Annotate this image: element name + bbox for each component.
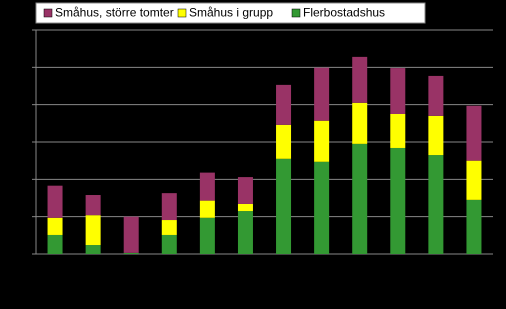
- legend-label: Flerbostadshus: [303, 6, 385, 20]
- bar-segment: [47, 234, 63, 254]
- legend-swatch: [177, 8, 187, 18]
- bar-segment: [237, 203, 253, 212]
- bar-segment: [123, 216, 139, 253]
- bar-segment: [466, 199, 482, 254]
- legend-label: Småhus, större tomter: [55, 6, 174, 20]
- bar-segment: [314, 67, 330, 121]
- bar-segment: [390, 68, 406, 114]
- bar-segment: [199, 200, 215, 218]
- bar-segment: [237, 177, 253, 204]
- legend-box: [35, 2, 426, 24]
- bar-segment: [85, 215, 101, 246]
- bar-segment: [276, 124, 292, 159]
- bar-segment: [428, 115, 444, 156]
- bar-segment: [352, 56, 368, 103]
- bar-segment: [237, 211, 253, 254]
- bar-segment: [276, 84, 292, 125]
- bar-segment: [199, 217, 215, 254]
- bar-segment: [47, 217, 63, 235]
- bar-segment: [161, 234, 177, 254]
- bar-segment: [85, 245, 101, 254]
- bar-segment: [428, 155, 444, 254]
- legend-swatch: [43, 8, 53, 18]
- bar-segment: [161, 193, 177, 221]
- legend-label: Småhus i grupp: [189, 6, 273, 20]
- bar-segment: [428, 75, 444, 116]
- bar-segment: [352, 143, 368, 254]
- bar-segment: [123, 252, 139, 254]
- bar-segment: [390, 114, 406, 148]
- bar-segment: [161, 220, 177, 235]
- bar-segment: [466, 105, 482, 161]
- bar-segment: [466, 160, 482, 200]
- legend-swatch: [291, 8, 301, 18]
- bar-segment: [390, 147, 406, 254]
- bar-segment: [314, 161, 330, 254]
- bar-segment: [85, 195, 101, 216]
- bar-segment: [352, 102, 368, 144]
- bar-segment: [276, 158, 292, 254]
- bar-segment: [314, 120, 330, 162]
- bar-segment: [47, 185, 63, 218]
- bar-segment: [199, 172, 215, 201]
